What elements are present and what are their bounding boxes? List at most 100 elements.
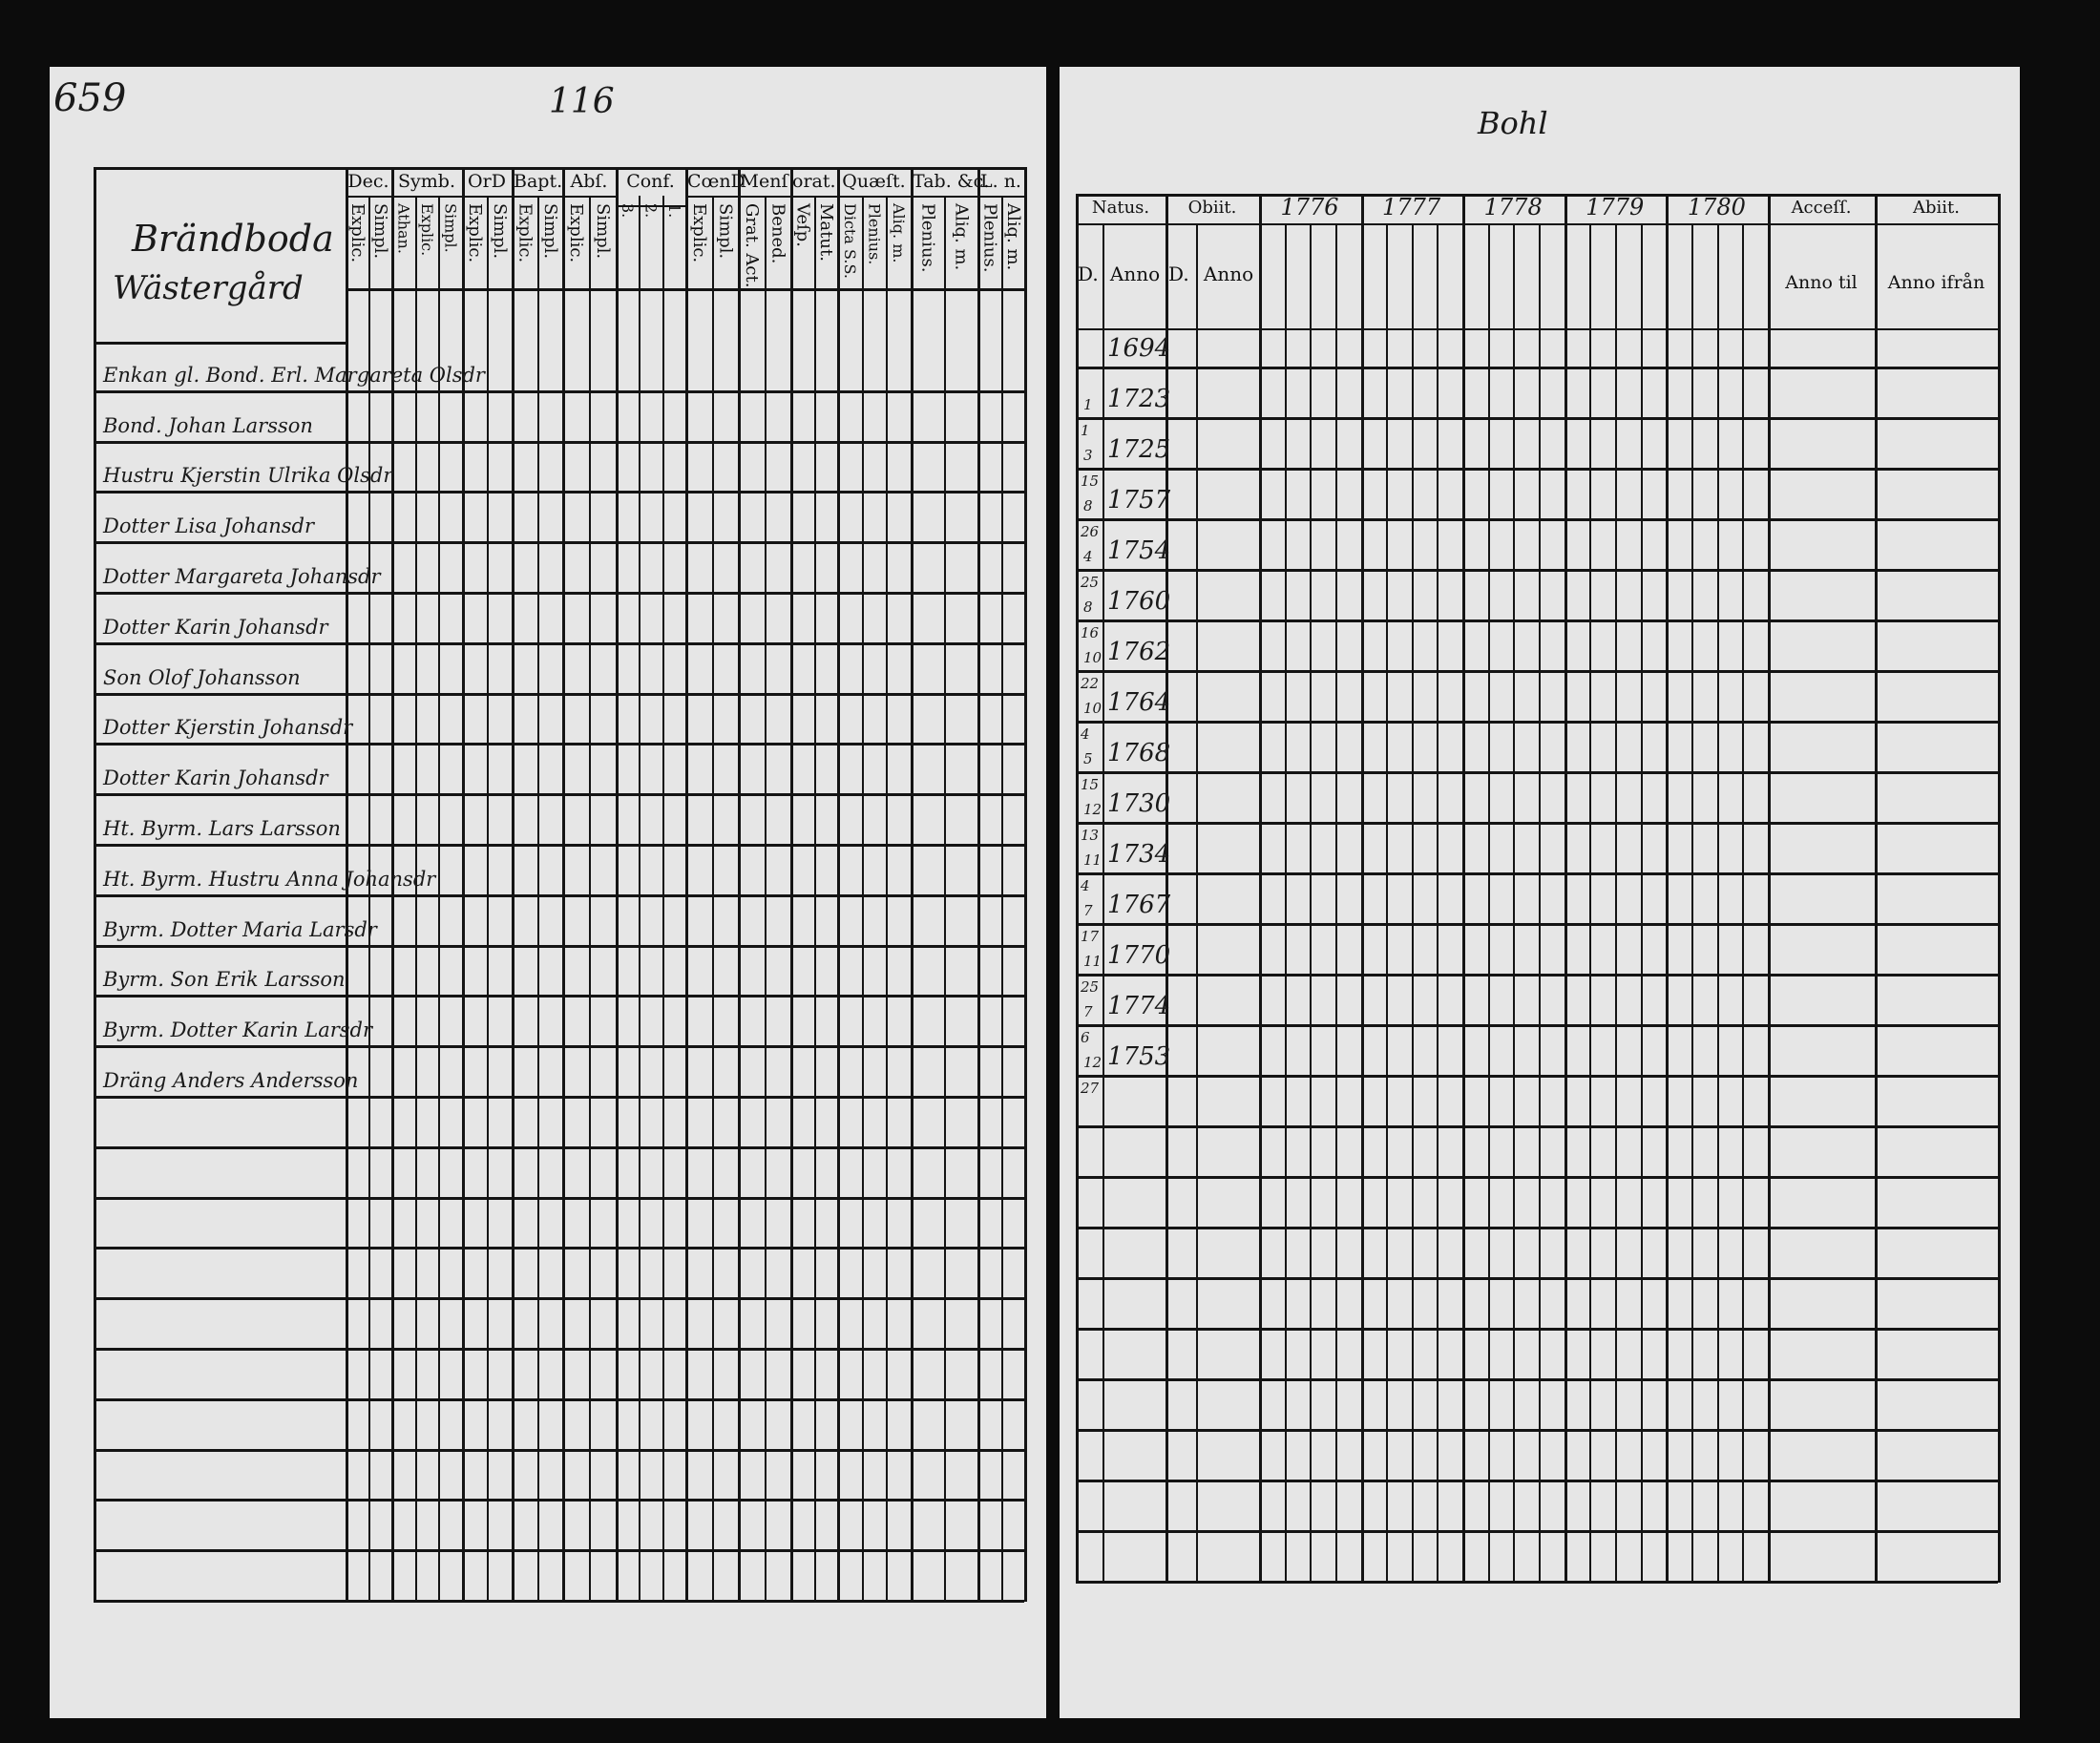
subcolumn-label: Aliq. m. <box>1002 203 1023 271</box>
person-name: Byrm. Son Erik Larsson <box>103 968 346 992</box>
birth-year: 1764 <box>1107 688 1171 717</box>
year-header: 1780 <box>1687 194 1746 220</box>
year-subcolumn-divider <box>1589 223 1592 1583</box>
subcolumn-label: 2. <box>641 203 661 219</box>
birth-day: 13 <box>1081 827 1100 844</box>
person-name: Dotter Karin Johansdr <box>103 615 328 639</box>
farm-name: Brändboda <box>132 218 334 260</box>
subcolumn-label: Simpl. <box>715 203 736 260</box>
accessit-header: Acceſſ. <box>1791 198 1852 218</box>
birth-month: 8 <box>1083 497 1093 514</box>
birth-year: 1774 <box>1107 992 1171 1020</box>
subcolumn-label: Aliq. m. <box>890 203 909 263</box>
column-divider <box>1998 194 2001 1583</box>
birth-year: 1760 <box>1107 587 1171 616</box>
subcolumn-divider <box>944 196 946 1602</box>
subcolumn-divider <box>487 196 489 1602</box>
column-header: Tab. &c. <box>913 171 990 192</box>
column-divider <box>1768 194 1771 1583</box>
row-line <box>1076 872 1998 875</box>
subcolumn-label: Matut. <box>815 203 836 262</box>
row-line <box>1076 569 1998 572</box>
column-divider <box>790 167 793 1602</box>
row-line <box>94 440 1024 444</box>
year-header: 1779 <box>1586 194 1645 220</box>
person-name: Son Olof Johansson <box>103 665 301 689</box>
row-line <box>1076 1328 1998 1331</box>
row-line <box>1076 1075 1998 1078</box>
subcolumn-label: Simpl. <box>539 203 560 260</box>
subcolumn-divider <box>813 196 816 1602</box>
row-line <box>1076 417 1998 420</box>
subcolumn-label: Aliq. m. <box>951 203 972 271</box>
birth-year: 1768 <box>1107 739 1171 767</box>
anno-til-header: Anno til <box>1785 272 1858 293</box>
column-divider <box>1259 194 1262 1583</box>
header-bottom-line <box>346 288 1024 291</box>
row-line <box>1076 367 1998 369</box>
birth-month: 10 <box>1083 649 1102 666</box>
subcolumn-label: Bened. <box>767 203 788 264</box>
row-line <box>1076 923 1998 926</box>
column-header: Bapt. <box>514 171 563 192</box>
year-header: 1778 <box>1483 194 1543 220</box>
column-header: CœnD <box>687 171 746 192</box>
row-line <box>94 1600 1024 1603</box>
birth-day: 17 <box>1081 928 1100 945</box>
row-line <box>94 592 1024 595</box>
row-line <box>1076 518 1998 521</box>
column-divider <box>1564 194 1567 1583</box>
row-line <box>1076 1530 1998 1533</box>
column-divider <box>616 167 619 1602</box>
subcolumn-divider <box>886 196 889 1602</box>
header-mid-line <box>1076 223 1998 225</box>
natus-d-header: D. <box>1078 262 1099 285</box>
subcolumn-divider <box>414 196 417 1602</box>
birth-year: 1754 <box>1107 536 1171 565</box>
subcolumn-divider <box>764 196 766 1602</box>
top-mark-left: 116 <box>549 82 615 121</box>
subcolumn-label: Simpl. <box>441 203 460 253</box>
row-line <box>1076 1581 1998 1584</box>
birth-day: 16 <box>1081 624 1100 641</box>
subcolumn-label: Simpl. <box>490 203 510 260</box>
person-name: Ht. Byrm. Hustru Anna Johansdr <box>103 867 436 891</box>
subcolumn-label: Explic. <box>514 203 536 263</box>
row-line <box>1076 1480 1998 1482</box>
column-divider <box>512 167 514 1602</box>
column-divider <box>1166 194 1168 1583</box>
person-name: Hustru Kjerstin Ulrika Olsdr <box>103 464 393 488</box>
page-number: 659 <box>53 76 127 120</box>
birth-month: 10 <box>1083 700 1102 717</box>
birth-month: 8 <box>1083 598 1093 616</box>
row-line <box>94 1499 1024 1502</box>
d-column-divider <box>1196 223 1198 1583</box>
column-divider <box>1462 194 1465 1583</box>
birth-year: 1723 <box>1107 385 1171 413</box>
subcolumn-divider <box>438 196 441 1602</box>
column-divider <box>391 167 394 1602</box>
person-name: Dräng Anders Andersson <box>103 1069 359 1092</box>
year-header: 1777 <box>1382 194 1441 220</box>
row-line <box>1076 974 1998 976</box>
row-line <box>1076 620 1998 622</box>
person-name: Dotter Kjerstin Johansdr <box>103 716 353 740</box>
birth-month: 11 <box>1083 851 1102 869</box>
column-header: Abſ. <box>570 171 608 192</box>
person-name: Byrm. Dotter Maria Larsdr <box>103 917 377 941</box>
column-divider <box>685 167 688 1602</box>
year-subcolumn-divider <box>1539 223 1541 1583</box>
year-subcolumn-divider <box>1513 223 1516 1583</box>
birth-year: 1770 <box>1107 941 1171 970</box>
year-subcolumn-divider <box>1310 223 1312 1583</box>
row-line <box>1076 1429 1998 1432</box>
row-line <box>1076 1024 1998 1027</box>
subcolumn-label: Plenius. <box>979 203 1000 273</box>
year-header: 1776 <box>1280 194 1339 220</box>
birth-year: 1725 <box>1107 435 1171 464</box>
subcolumn-label: Veſp. <box>792 203 813 247</box>
header-bottom-line <box>1076 328 1998 330</box>
table-top-border <box>1076 194 1998 197</box>
table-right-border <box>1024 167 1027 1602</box>
subcolumn-divider <box>861 196 864 1602</box>
